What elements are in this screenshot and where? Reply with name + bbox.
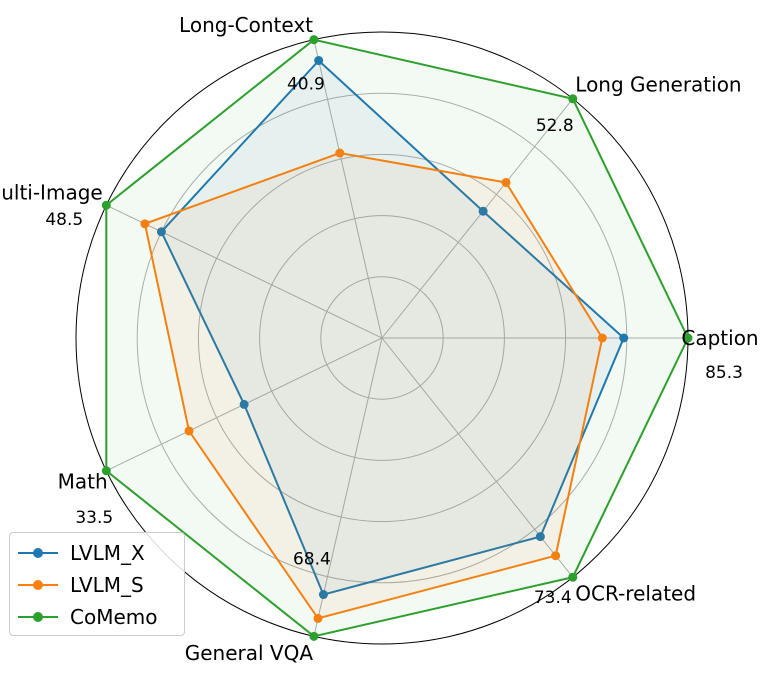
legend-item-lvlm-s: LVLM_S <box>18 569 176 601</box>
legend-swatch-lvlm-x <box>18 543 58 563</box>
legend-swatch-lvlm-s <box>18 575 58 595</box>
legend-swatch-comemo <box>18 607 58 627</box>
legend-item-lvlm-x: LVLM_X <box>18 537 176 569</box>
axis-label-4: Math <box>58 470 108 494</box>
series-0-point-5 <box>318 590 328 600</box>
series-2-point-1 <box>568 94 578 104</box>
series-1-point-2 <box>335 148 345 158</box>
series-0-point-0 <box>619 333 629 343</box>
series-line-2 <box>105 38 690 638</box>
series-fill-1 <box>144 153 603 619</box>
axis-max-label-2: 40.9 <box>287 75 325 95</box>
series-fill-0 <box>161 60 624 595</box>
axis-max-label-5: 68.4 <box>293 549 331 569</box>
series-0-point-6 <box>535 532 545 542</box>
series-1-point-5 <box>313 613 323 623</box>
legend-label-lvlm-s: LVLM_S <box>70 573 144 597</box>
series-0-point-4 <box>239 399 249 409</box>
series-1-point-4 <box>184 426 194 436</box>
radar-series <box>101 35 693 641</box>
axis-label-1: Long Generation <box>575 73 741 97</box>
series-0-point-3 <box>156 227 166 237</box>
axis-label-6: OCR-related <box>575 581 696 605</box>
axis-max-label-3: 48.5 <box>45 210 83 230</box>
axis-label-3: Multi-Image <box>0 180 103 204</box>
spoke-2 <box>313 39 383 339</box>
series-2-point-0 <box>683 333 693 343</box>
series-0-point-1 <box>478 206 488 216</box>
axis-label-2: Long-Context <box>179 13 313 37</box>
axis-label-0: Caption <box>681 326 758 350</box>
series-2-point-5 <box>309 631 319 641</box>
series-2-point-6 <box>568 572 578 582</box>
series-line-1 <box>143 151 604 620</box>
series-0-point-2 <box>314 56 324 66</box>
series-2-point-3 <box>101 200 111 210</box>
spoke-5 <box>313 337 383 637</box>
series-2-point-4 <box>101 466 111 476</box>
series-1-point-3 <box>140 219 150 229</box>
axis-max-label-6: 73.4 <box>534 588 572 608</box>
series-2-point-2 <box>309 35 319 45</box>
axis-max-label-0: 85.3 <box>705 363 743 383</box>
spoke-1 <box>381 98 574 339</box>
legend-item-comemo: CoMemo <box>18 601 176 633</box>
series-1-point-6 <box>551 551 561 561</box>
series-fill-2 <box>106 39 689 637</box>
series-1-point-1 <box>501 177 511 187</box>
axis-max-label-1: 52.8 <box>536 116 574 136</box>
spoke-3 <box>106 204 383 339</box>
legend-label-lvlm-x: LVLM_X <box>70 541 145 565</box>
series-1-point-0 <box>597 333 607 343</box>
legend-label-comemo: CoMemo <box>70 605 158 629</box>
series-line-0 <box>160 59 625 596</box>
legend: LVLM_X LVLM_S CoMemo <box>9 532 185 636</box>
axis-label-5: General VQA <box>185 641 314 665</box>
axis-max-label-4: 33.5 <box>75 508 113 528</box>
